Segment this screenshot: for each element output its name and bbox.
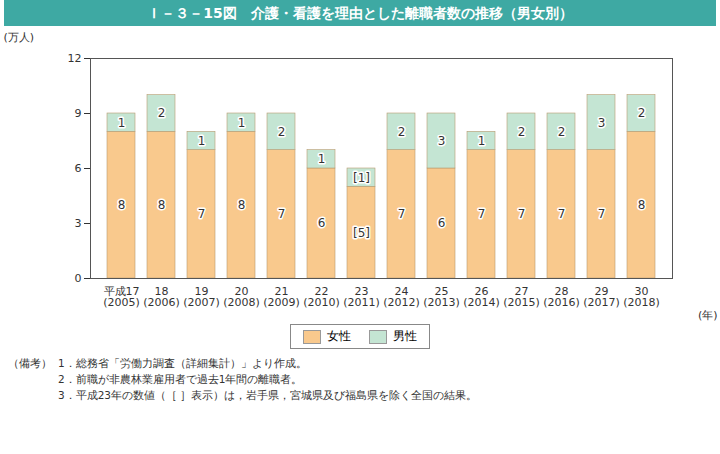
html-text:女性: 女性 — [327, 329, 351, 343]
svg-text:6: 6 — [75, 162, 82, 175]
svg-text:1: 1 — [478, 134, 486, 148]
html-text:Ｉ－３－15図 介護・看護を理由とした離職者数の推移（男女別: Ｉ－３－15図 介護・看護を理由とした離職者数の推移（男女別） — [147, 5, 573, 21]
svg-text:2: 2 — [558, 125, 566, 139]
svg-text:20(2008): 20(2008) — [223, 285, 260, 309]
svg-text:1: 1 — [238, 116, 246, 130]
svg-text:8: 8 — [638, 198, 646, 212]
svg-text:21(2009): 21(2009) — [263, 285, 300, 309]
svg-text:23(2011): 23(2011) — [343, 285, 380, 309]
svg-text:7: 7 — [478, 207, 486, 221]
svg-text:1: 1 — [118, 116, 126, 130]
svg-text:[5]: [5] — [353, 226, 370, 240]
svg-text:22(2010): 22(2010) — [303, 285, 340, 309]
html-text:（備考）: （備考） — [8, 357, 52, 369]
svg-text:9: 9 — [75, 107, 82, 120]
svg-text:7: 7 — [278, 207, 286, 221]
svg-text:7: 7 — [558, 207, 566, 221]
svg-text:0: 0 — [75, 272, 82, 285]
svg-text:3: 3 — [438, 134, 446, 148]
svg-text:30(2018): 30(2018) — [623, 285, 660, 309]
svg-text:28(2016): 28(2016) — [543, 285, 580, 309]
svg-text:7: 7 — [198, 207, 206, 221]
svg-text:7: 7 — [518, 207, 526, 221]
svg-text:3: 3 — [75, 217, 82, 230]
svg-text:2: 2 — [158, 106, 166, 120]
svg-text:12: 12 — [68, 52, 82, 65]
svg-text:27(2015): 27(2015) — [503, 285, 540, 309]
svg-text:18(2006): 18(2006) — [143, 285, 180, 309]
svg-text:2: 2 — [518, 125, 526, 139]
svg-text:2: 2 — [638, 106, 646, 120]
svg-text:1: 1 — [318, 152, 326, 166]
html-text:男性: 男性 — [393, 329, 417, 343]
svg-text:3: 3 — [598, 116, 606, 130]
svg-text:26(2014): 26(2014) — [463, 285, 500, 309]
svg-text:29(2017): 29(2017) — [583, 285, 620, 309]
svg-text:1: 1 — [198, 134, 206, 148]
html-text:2．前職が非農林業雇用者で過去1年間の離職者。: 2．前職が非農林業雇用者で過去1年間の離職者。 — [58, 373, 303, 385]
svg-text:6: 6 — [318, 216, 326, 230]
html-text:3．平成23年の数値（［ ］表示）は，岩手県，宮城県及び福島: 3．平成23年の数値（［ ］表示）は，岩手県，宮城県及び福島県を除く全国の結果。 — [58, 389, 478, 401]
svg-text:6: 6 — [438, 216, 446, 230]
svg-text:8: 8 — [238, 198, 246, 212]
svg-text:25(2013): 25(2013) — [423, 285, 460, 309]
svg-text:(年): (年) — [698, 309, 718, 322]
svg-text:7: 7 — [598, 207, 606, 221]
html-text:1．総務省「労働力調査（詳細集計）」より作成。: 1．総務省「労働力調査（詳細集計）」より作成。 — [58, 357, 307, 369]
svg-text:19(2007): 19(2007) — [183, 285, 220, 309]
svg-text:8: 8 — [118, 198, 126, 212]
svg-text:[1]: [1] — [353, 171, 370, 185]
svg-text:7: 7 — [398, 207, 406, 221]
svg-text:平成17(2005): 平成17(2005) — [103, 285, 140, 309]
svg-text:2: 2 — [278, 125, 286, 139]
svg-text:(万人): (万人) — [4, 31, 35, 44]
svg-text:24(2012): 24(2012) — [383, 285, 420, 309]
svg-text:8: 8 — [158, 198, 166, 212]
svg-text:2: 2 — [398, 125, 406, 139]
